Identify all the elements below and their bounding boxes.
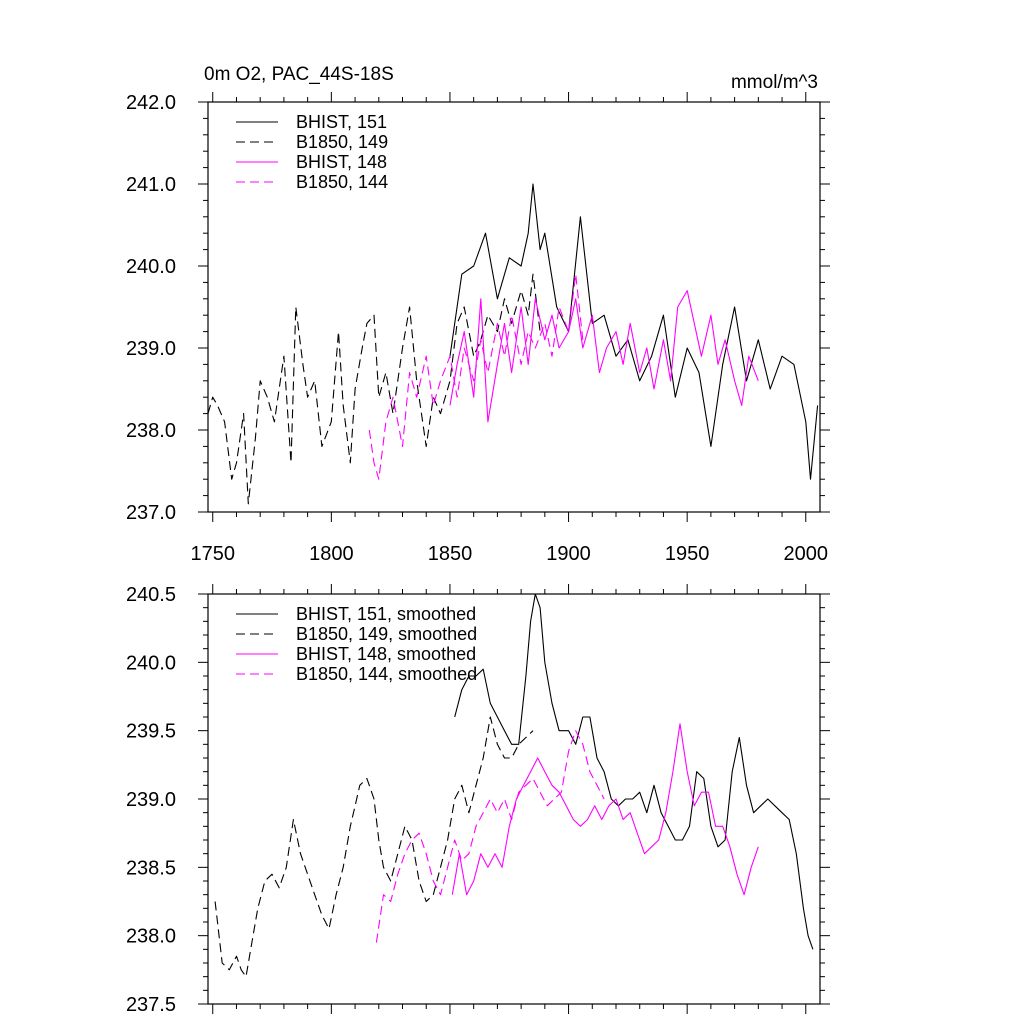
y-tick-label: 241.0 [126,174,176,196]
series-line-b1850-149 [207,273,541,505]
legend-label: B1850, 149 [296,132,388,152]
chart-title: 0m O2, PAC_44S-18S [204,64,394,85]
y-tick-label: 240.5 [126,584,176,606]
y-tick-label: 240.0 [126,652,176,674]
legend-label: B1850, 144 [296,172,388,192]
top-panel: 1750 1800 1850 1900 1950 2000 237.0 238.0 239.0 2… [126,64,830,565]
series-line-b1850-144 [368,273,584,480]
y-tick-label: 238.0 [126,926,176,948]
y-tick-label: 238.0 [126,420,176,442]
legend-label: BHIST, 148 [296,152,387,172]
units-label: mmol/m^3 [731,72,818,93]
x-tick-label: 1900 [546,543,591,565]
y-tick-label: 238.5 [126,857,176,879]
legend-label: B1850, 149, smoothed [296,624,477,644]
y-tick-label: 239.5 [126,721,176,743]
legend-label: BHIST, 148, smoothed [296,644,476,664]
series-line-b1850-149-smoothed [214,716,534,978]
x-tick-label: 2000 [784,543,829,565]
x-tick-label: 1750 [190,543,235,565]
y-tick-label: 237.0 [126,502,176,524]
x-tick-label: 1800 [309,543,354,565]
x-tick-label: 1950 [665,543,710,565]
legend-label: BHIST, 151, smoothed [296,604,476,624]
plot-frame [207,101,821,513]
series-line-bhist-148 [449,290,759,423]
y-tick-label: 237.5 [126,994,176,1016]
series-line-bhist-148-smoothed [451,723,759,896]
y-tick-label: 239.0 [126,338,176,360]
series-line-bhist-151-smoothed [454,593,814,950]
series-line-b1850-144-smoothed [375,730,605,943]
y-tick-label: 240.0 [126,256,176,278]
legend-label: BHIST, 151 [296,112,387,132]
y-tick-label: 239.0 [126,789,176,811]
legend-label: B1850, 144, smoothed [296,664,477,684]
bottom-panel: 237.5 238.0 238.5 239.0 239.5 240.0 240.5 BHIST… [126,584,830,1016]
x-tick-label: 1850 [428,543,473,565]
y-tick-label: 242.0 [126,92,176,114]
